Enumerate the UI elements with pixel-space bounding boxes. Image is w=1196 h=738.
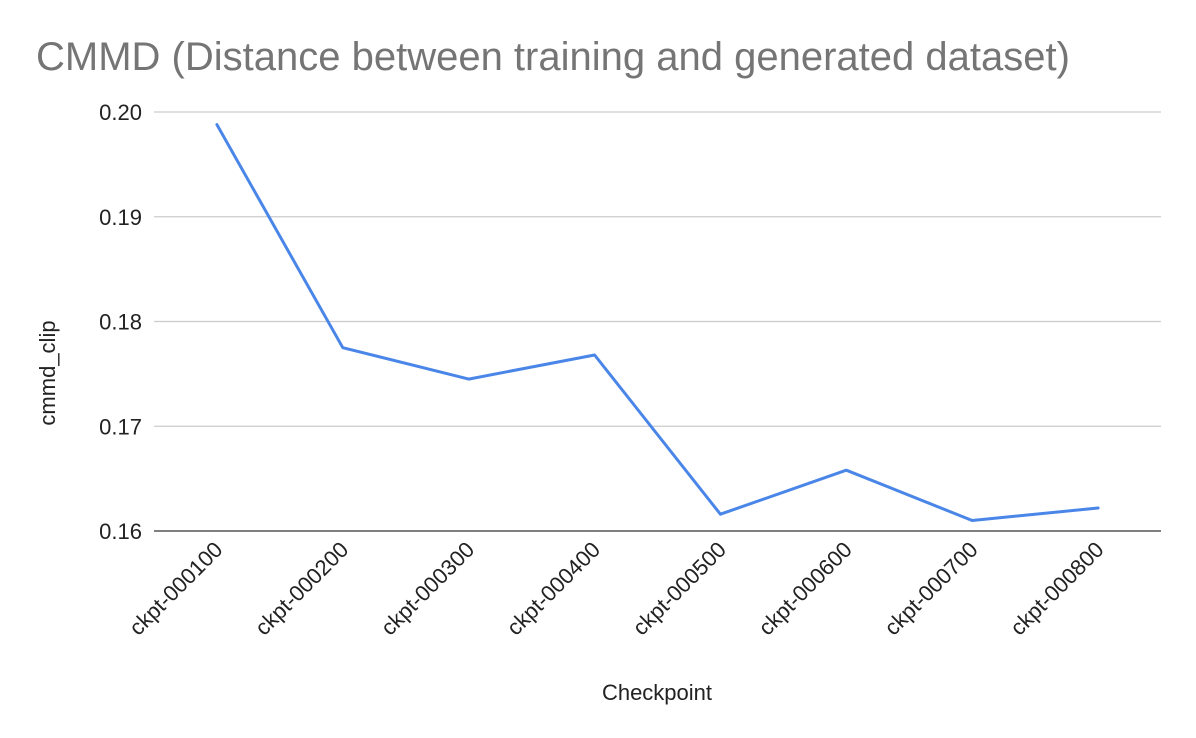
y-tick-label: 0.16 bbox=[99, 519, 142, 544]
y-tick-label: 0.18 bbox=[99, 310, 142, 335]
x-tick-label: ckpt-000700 bbox=[879, 537, 982, 640]
x-tick-label: ckpt-000600 bbox=[754, 537, 857, 640]
x-tick-label: ckpt-000800 bbox=[1005, 537, 1108, 640]
x-tick-label: ckpt-000100 bbox=[124, 537, 227, 640]
data-point bbox=[466, 376, 472, 382]
gridlines bbox=[154, 111, 1161, 532]
x-tick-label: ckpt-000200 bbox=[250, 537, 353, 640]
x-axis-title: Checkpoint bbox=[602, 680, 712, 705]
y-axis-tick-labels: 0.20 0.19 0.18 0.17 0.16 bbox=[99, 100, 142, 544]
data-point bbox=[340, 345, 346, 351]
x-tick-label: ckpt-000400 bbox=[502, 537, 605, 640]
y-tick-label: 0.17 bbox=[99, 414, 142, 439]
x-tick-label: ckpt-000300 bbox=[376, 537, 479, 640]
x-tick-label: ckpt-000500 bbox=[628, 537, 731, 640]
data-point bbox=[1095, 505, 1101, 511]
y-tick-label: 0.20 bbox=[99, 100, 142, 125]
x-axis-tick-labels: ckpt-000100 ckpt-000200 ckpt-000300 ckpt-00… bbox=[124, 537, 1108, 640]
data-point bbox=[214, 122, 220, 128]
chart-title: CMMD (Distance between training and gene… bbox=[36, 35, 1070, 79]
series-layer bbox=[214, 122, 1101, 524]
data-point bbox=[843, 467, 849, 473]
data-point bbox=[717, 511, 723, 517]
data-point bbox=[969, 518, 975, 524]
y-tick-label: 0.19 bbox=[99, 205, 142, 230]
data-point bbox=[592, 352, 598, 358]
series-line-0 bbox=[215, 123, 1100, 522]
y-axis-title: cmmd_clip bbox=[35, 320, 60, 425]
